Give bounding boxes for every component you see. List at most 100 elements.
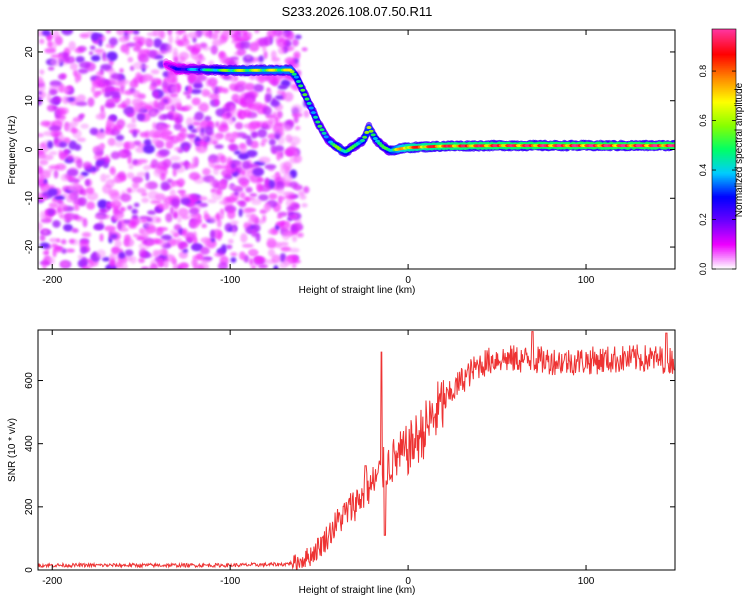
spectrogram-noise-cell (250, 131, 258, 139)
colorbar-cell (712, 255, 736, 258)
spectrogram-noise-cell (55, 107, 65, 117)
spectrogram-noise-cell (149, 263, 159, 269)
signal-core (291, 72, 297, 76)
signal-core (377, 141, 383, 145)
colorbar-cell (712, 245, 736, 248)
spectrogram-noise-cell (144, 183, 149, 189)
spectrogram-xtick-label: -100 (220, 275, 240, 286)
colorbar-cell (712, 165, 736, 168)
spectrogram-noise-cell (289, 45, 295, 51)
spectrogram-noise-cell (114, 140, 125, 148)
spectrogram-noise-cell (152, 90, 160, 98)
spectrogram-noise-cell (301, 47, 308, 52)
spectrogram-noise-cell (212, 164, 221, 170)
signal-core (368, 129, 374, 133)
spectrogram-noise-cell (110, 246, 121, 254)
spectrogram-noise-cell (189, 219, 200, 229)
spectrogram-ytick-label: 10 (24, 95, 35, 107)
spectrogram-noise-cell (131, 116, 137, 124)
colorbar-cell (712, 41, 736, 44)
colorbar-cell (712, 151, 736, 154)
spectrogram-noise-cell (173, 210, 178, 218)
spectrogram-noise-cell (258, 55, 265, 63)
spectrogram-noise-cell (77, 45, 87, 52)
signal-core (306, 101, 312, 105)
colorbar-cell (712, 67, 736, 70)
spectrogram-noise-cell (155, 217, 162, 223)
spectrogram-noise-cell (261, 137, 268, 143)
spectrogram-noise-cell (185, 163, 197, 169)
spectrogram-noise-cell (160, 173, 166, 181)
spectrogram-noise-cell (126, 122, 137, 129)
spectrogram-noise-cell (127, 187, 132, 194)
spectrogram-noise-cell (240, 192, 246, 200)
spectrogram-noise-cell (270, 99, 280, 107)
spectrogram-noise-cell (48, 202, 59, 209)
spectrogram-noise-cell (182, 248, 189, 254)
spectrogram-noise-cell (149, 109, 156, 116)
spectrogram-noise-cell (77, 196, 88, 207)
spectrogram-noise-cell (165, 212, 173, 223)
spectrogram-noise-cell (143, 144, 155, 154)
spectrogram-noise-cell (291, 38, 299, 47)
spectrogram-noise-cell (139, 131, 149, 138)
spectrogram-noise-cell (63, 212, 76, 221)
spectrogram-noise-cell (158, 238, 167, 248)
spectrogram-noise-cell (61, 248, 67, 254)
spectrogram-noise-cell (38, 165, 43, 175)
spectrogram-noise-cell (166, 178, 173, 184)
spectrogram-noise-cell (62, 86, 69, 94)
spectrogram-noise-cell (265, 92, 273, 103)
spectrogram-noise-cell (207, 77, 218, 87)
spectrogram-noise-cell (193, 213, 200, 221)
spectrogram-noise-cell (209, 229, 216, 240)
signal-core (313, 115, 319, 119)
spectrogram-noise-cell (230, 162, 237, 169)
signal-core (374, 139, 380, 143)
spectrogram-noise-cell (292, 203, 300, 209)
spectrogram-noise-cell (94, 48, 105, 53)
spectrogram-noise-cell (74, 143, 82, 151)
spectrogram-noise-cell (245, 97, 255, 105)
spectrogram-noise-cell (62, 192, 69, 198)
spectrogram-noise-cell (286, 205, 296, 212)
spectrogram-noise-cell (90, 85, 96, 94)
spectrogram-noise-cell (67, 85, 73, 90)
spectrogram-noise-cell (63, 52, 69, 60)
spectrogram-noise-cell (123, 148, 130, 154)
spectrogram-noise-cell (242, 108, 252, 118)
spectrogram-noise-cell (256, 74, 266, 83)
spectrogram-noise-cell (244, 196, 251, 203)
colorbar-cell (712, 75, 736, 78)
colorbar-cell (712, 89, 736, 92)
spectrogram-noise-cell (186, 94, 192, 100)
spectrogram-noise-cell (109, 251, 120, 261)
spectrogram-noise-cell (42, 228, 49, 235)
colorbar-cell (712, 61, 736, 64)
spectrogram-noise-cell (255, 233, 261, 243)
spectrogram-noise-cell (217, 262, 229, 269)
spectrogram-noise-cell (159, 49, 169, 55)
spectrogram-noise-cell (167, 30, 173, 36)
spectrogram-noise-cell (123, 141, 136, 150)
figure-title: S233.2026.108.07.50.R11 (282, 4, 433, 19)
signal-core (364, 130, 370, 134)
spectrogram-noise-cell (110, 87, 121, 93)
spectrogram-noise-cell (253, 83, 264, 93)
colorbar-cell (712, 189, 736, 192)
spectrogram-noise-cell (236, 165, 243, 174)
snr-ytick-label: 400 (24, 435, 35, 452)
spectrogram-noise-cell (111, 97, 122, 102)
spectrogram-noise-cell (282, 257, 294, 266)
spectrogram-noise-cell (204, 126, 214, 136)
spectrogram-noise-cell (268, 138, 276, 146)
colorbar-cell (712, 231, 736, 234)
spectrogram-noise-cell (150, 69, 160, 75)
spectrogram-noise-cell (120, 262, 128, 269)
colorbar-cell (712, 107, 736, 110)
spectrogram-noise-cell (52, 30, 60, 40)
spectrogram-noise-cell (100, 63, 112, 71)
spectrogram-noise-cell (47, 140, 54, 149)
colorbar-cell (712, 51, 736, 54)
signal-core (366, 126, 372, 130)
